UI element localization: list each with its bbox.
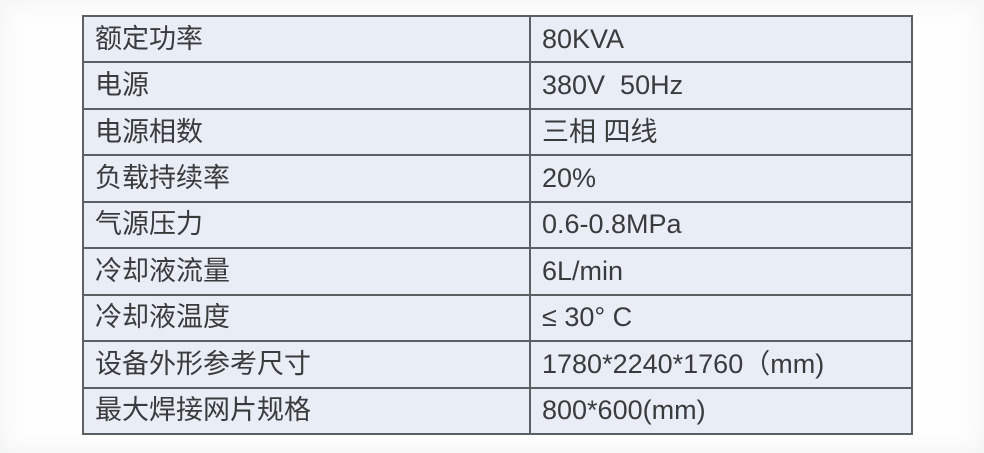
- table-row: 额定功率 80KVA: [82, 14, 913, 64]
- spec-value-cell: 800*600(mm): [529, 386, 913, 435]
- spec-table: 额定功率 80KVA 电源 380V 50Hz 电源相数 三相 四线 负载持续率…: [82, 14, 913, 435]
- spec-value-cell: 20%: [529, 154, 913, 203]
- table-row: 冷却液流量 6L/min: [82, 247, 913, 296]
- spec-value-cell: 6L/min: [529, 247, 913, 296]
- spec-label-cell: 最大焊接网片规格: [82, 386, 531, 435]
- spec-value-cell: 三相 四线: [529, 107, 913, 157]
- spec-label-cell: 负载持续率: [82, 154, 531, 203]
- spec-label-cell: 冷却液流量: [82, 247, 531, 296]
- table-row: 设备外形参考尺寸 1780*2240*1760（mm): [82, 340, 913, 389]
- table-row: 最大焊接网片规格 800*600(mm): [82, 386, 913, 435]
- table-row: 气源压力 0.6-0.8MPa: [82, 200, 913, 250]
- spec-label-cell: 电源相数: [82, 107, 531, 157]
- table-row: 冷却液温度 ≤ 30° C: [82, 293, 913, 343]
- spec-label-cell: 设备外形参考尺寸: [82, 340, 531, 389]
- spec-label-cell: 冷却液温度: [82, 293, 531, 343]
- table-row: 负载持续率 20%: [82, 154, 913, 203]
- spec-table-body: 额定功率 80KVA 电源 380V 50Hz 电源相数 三相 四线 负载持续率…: [82, 14, 913, 435]
- spec-label-cell: 额定功率: [82, 14, 531, 64]
- spec-value-cell: 1780*2240*1760（mm): [529, 340, 913, 389]
- table-row: 电源相数 三相 四线: [82, 107, 913, 157]
- spec-value-cell: 0.6-0.8MPa: [529, 200, 913, 250]
- spec-value-cell: 80KVA: [529, 14, 913, 64]
- table-row: 电源 380V 50Hz: [82, 61, 913, 110]
- spec-label-cell: 电源: [82, 61, 531, 110]
- spec-value-cell: ≤ 30° C: [529, 293, 913, 343]
- spec-value-cell: 380V 50Hz: [529, 61, 913, 110]
- spec-label-cell: 气源压力: [82, 200, 531, 250]
